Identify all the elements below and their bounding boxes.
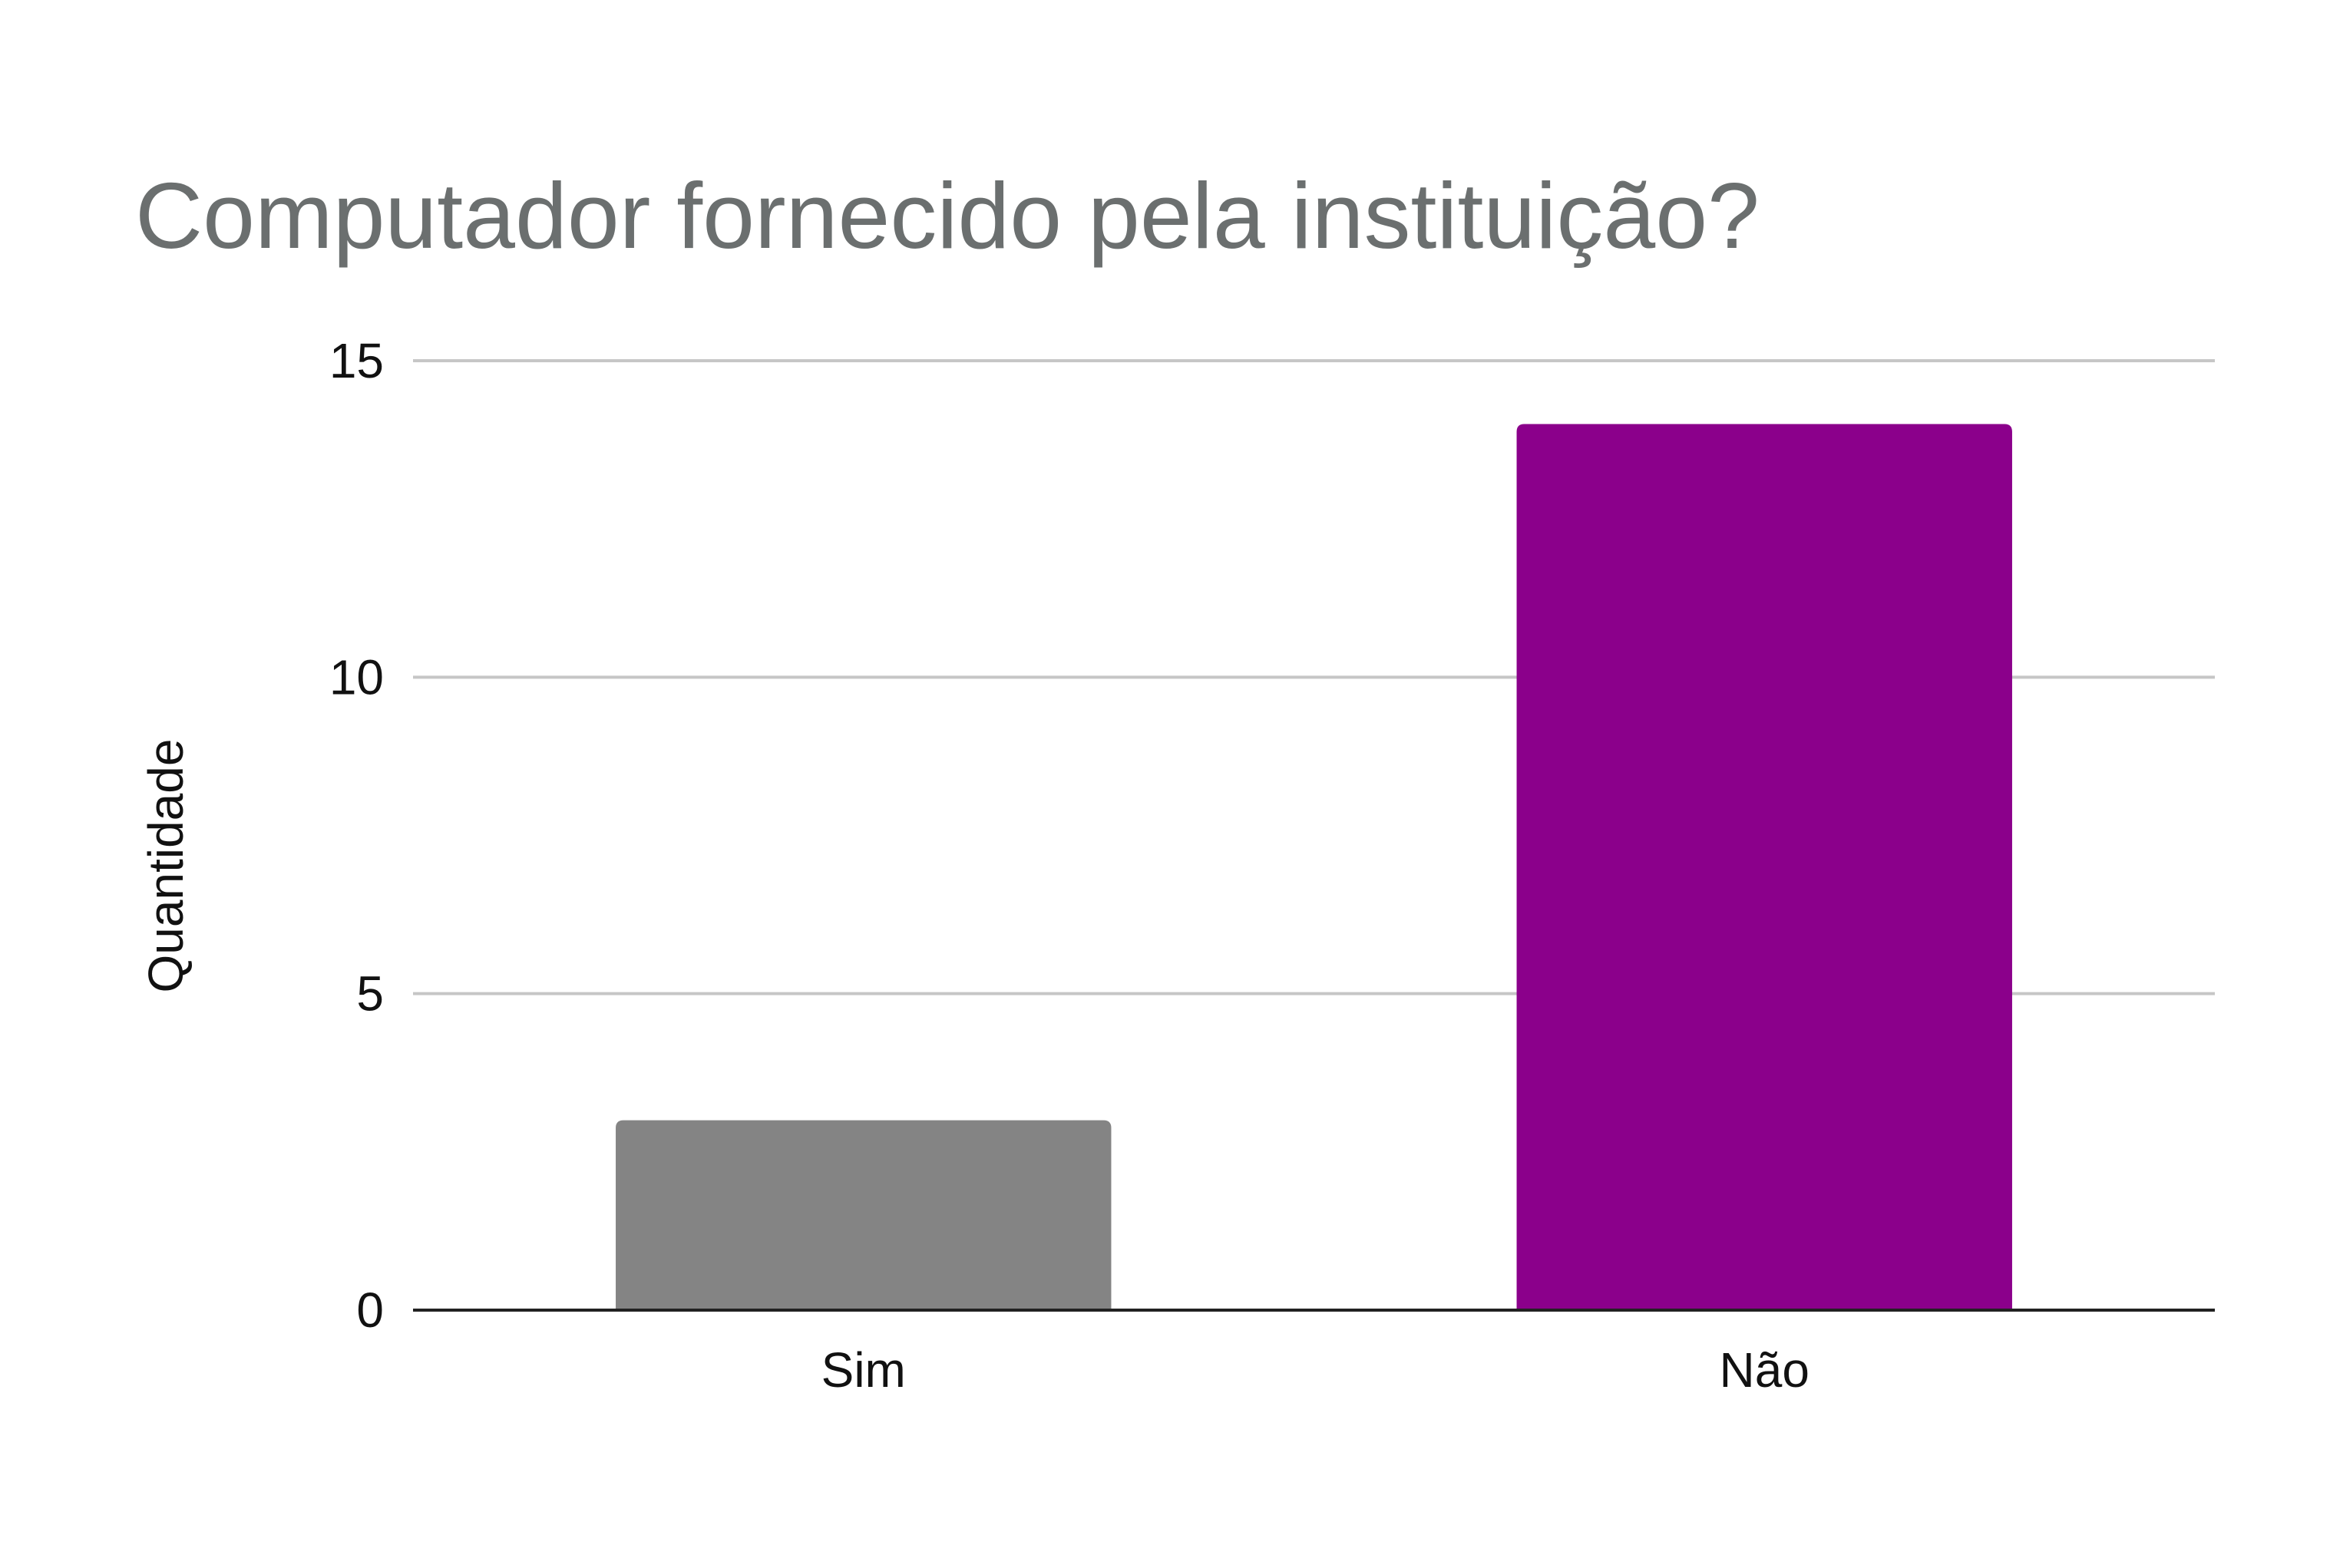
x-tick-label: Não <box>1720 1342 1809 1398</box>
y-tick-label: 5 <box>356 966 384 1022</box>
y-tick-label: 10 <box>329 649 384 705</box>
chart-title: Computador fornecido pela instituição? <box>135 163 1760 268</box>
bars <box>616 424 2012 1310</box>
axes: 0 5 10 15 Sim Não <box>329 333 2215 1398</box>
y-tick-label: 15 <box>329 333 384 388</box>
bar-não <box>1516 424 2012 1310</box>
y-axis-label: Quantidade <box>138 739 193 993</box>
x-tick-label: Sim <box>821 1342 906 1398</box>
y-tick-label: 0 <box>356 1282 384 1338</box>
bar-sim <box>616 1120 1112 1310</box>
